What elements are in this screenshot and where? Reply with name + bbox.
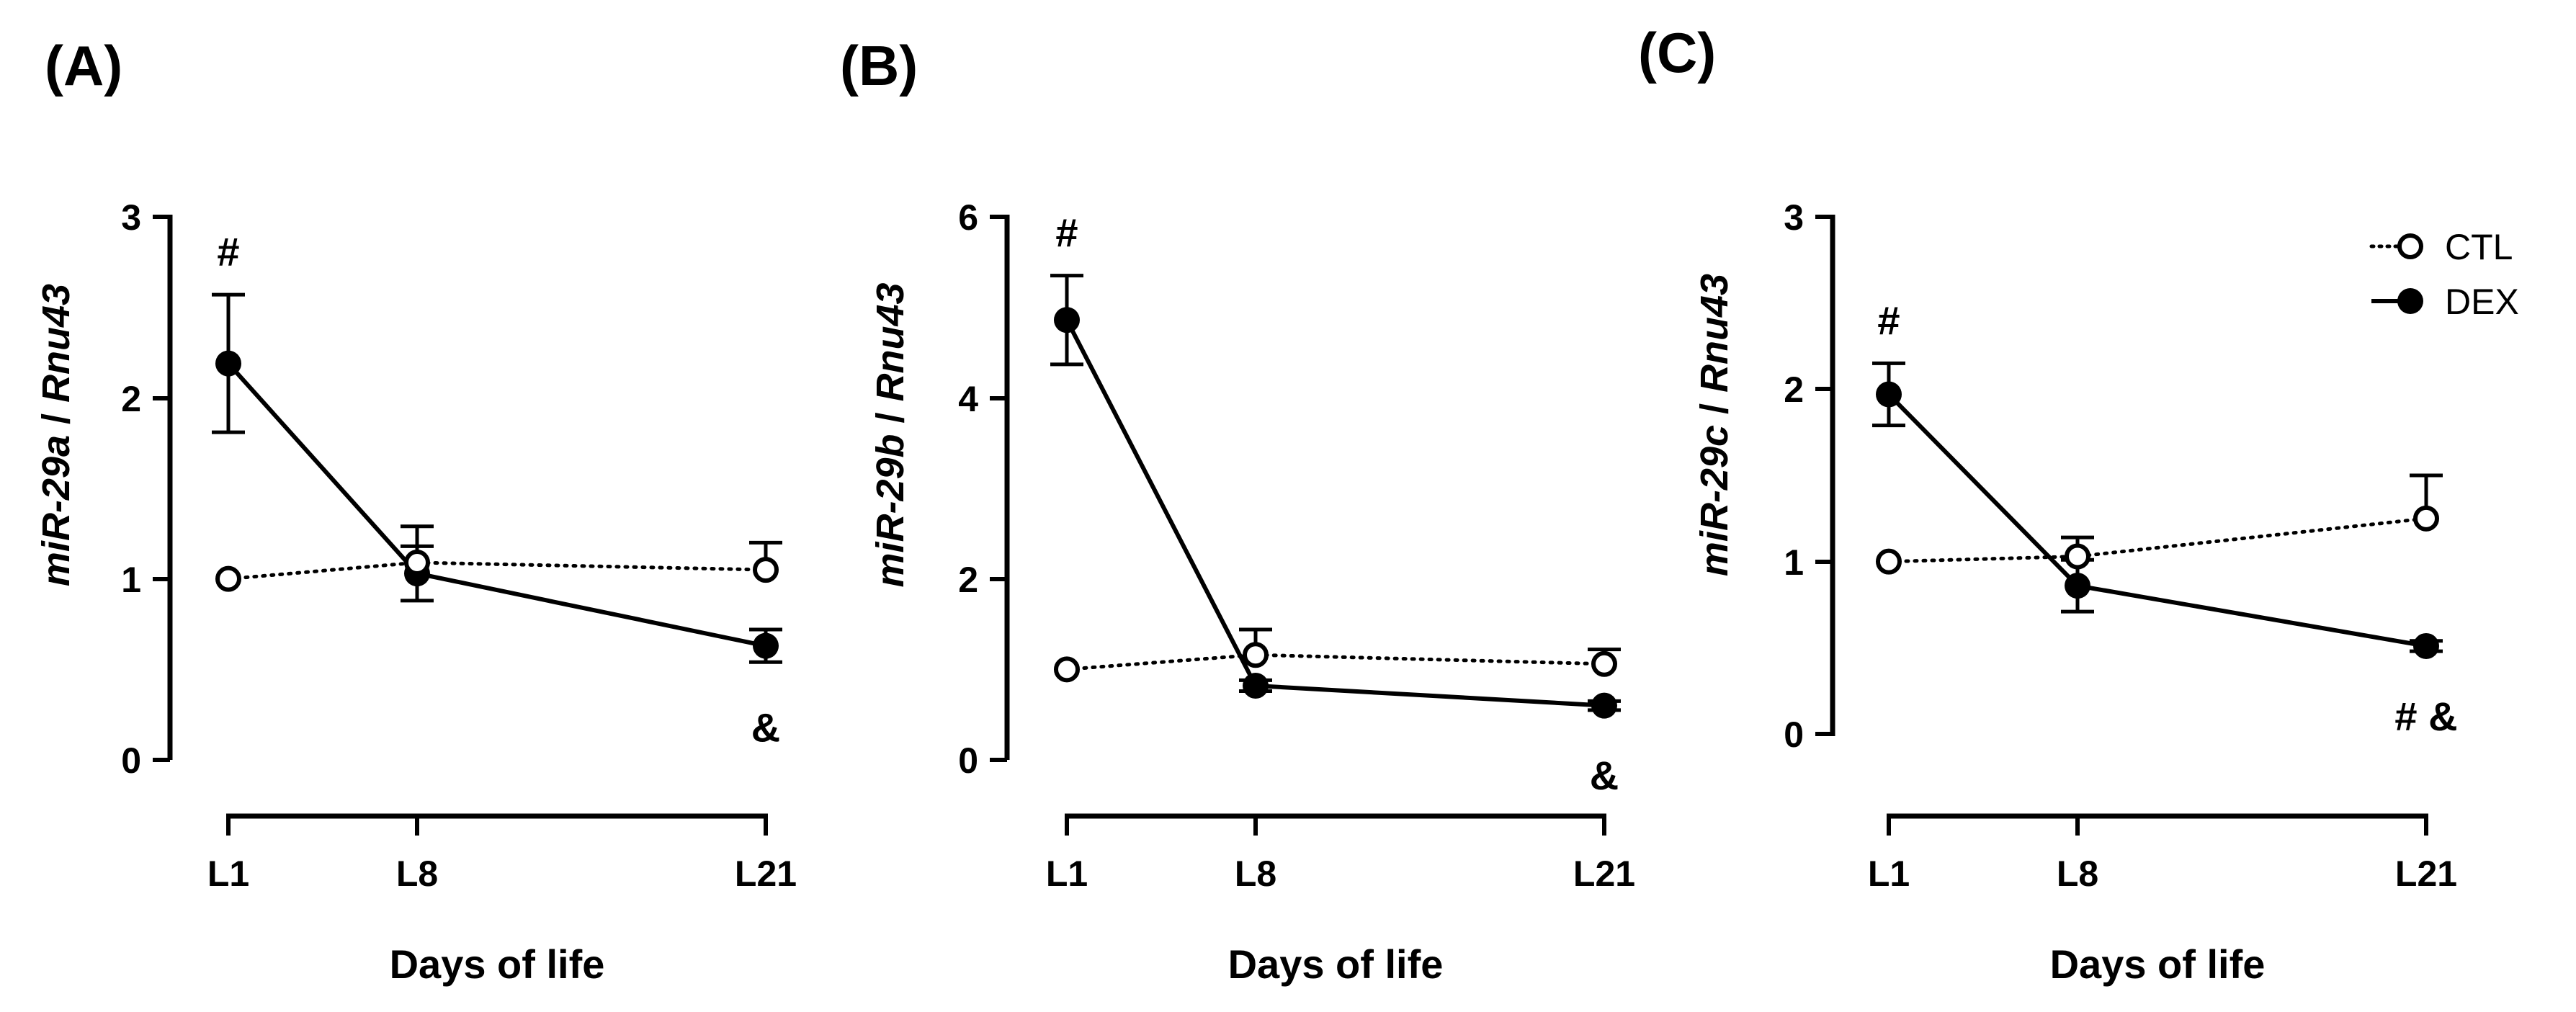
legend-entry-ctl: CTL (2369, 227, 2513, 267)
x-tick-c-l21: L21 (2395, 854, 2457, 894)
y-label-gene-b: miR-29b (869, 434, 912, 588)
x-tick-c-l1: L1 (1868, 854, 1910, 894)
legend-marker-ctl (2397, 233, 2423, 259)
legend-label-ctl: CTL (2445, 227, 2513, 267)
legend-marker-dex (2397, 288, 2423, 314)
dex-point-a-l21 (753, 632, 779, 659)
annotation-a-1: & (751, 704, 780, 750)
y-tick-c-3: 3 (1784, 197, 1804, 238)
x-tick-a-l1: L1 (207, 854, 249, 894)
ctl-point-b-l21 (1591, 650, 1617, 677)
annotation-a-0: # (217, 229, 239, 274)
x-axis-label-b: Days of life (1228, 941, 1444, 987)
y-tick-a-1: 1 (121, 560, 141, 600)
dex-point-c-l8 (2065, 573, 2090, 599)
x-tick-b-l1: L1 (1046, 854, 1088, 894)
dex-point-b-l1 (1054, 307, 1080, 333)
legend-entry-dex: DEX (2371, 282, 2519, 322)
ctl-line-b (1065, 653, 1606, 671)
y-tick-c-0: 0 (1784, 715, 1804, 755)
x-tick-b-l8: L8 (1235, 854, 1276, 894)
plot-b: #& (1050, 210, 1621, 798)
y-label-ref-b: Rnu43 (869, 282, 912, 401)
legend-label-dex: DEX (2445, 282, 2519, 322)
panel-c: (C) miR-29c / Rnu43 3 2 1 0 L1 L8 L21 Da… (1638, 21, 2519, 987)
panel-label-b: (B) (840, 34, 918, 97)
ctl-point-a-l8 (404, 550, 430, 576)
x-axis-label-c: Days of life (2050, 941, 2266, 987)
y-tick-a-3: 3 (121, 197, 141, 238)
x-tick-c-l8: L8 (2057, 854, 2098, 894)
ctl-point-c-l21 (2413, 505, 2439, 532)
y-label-gene-a: miR-29a (35, 435, 78, 586)
dex-point-c-l1 (1876, 381, 1902, 408)
dex-line-b (1065, 318, 1605, 708)
dex-point-a-l1 (215, 350, 241, 377)
x-tick-b-l21: L21 (1573, 854, 1635, 894)
y-tick-a-2: 2 (121, 379, 141, 419)
annotation-c-0: # (1877, 297, 1900, 343)
dex-line-c (1887, 393, 2427, 648)
legend: CTL DEX (2369, 227, 2519, 322)
ctl-line-a (226, 560, 768, 581)
y-tick-c-1: 1 (1784, 542, 1804, 583)
x-axis-label-a: Days of life (390, 941, 605, 987)
ctl-point-b-l8 (1243, 642, 1269, 668)
annotation-b-0: # (1055, 210, 1078, 256)
panel-label-c: (C) (1638, 21, 1716, 84)
x-axis-a: L1 L8 L21 Days of life (207, 813, 797, 987)
panel-label-a: (A) (45, 34, 122, 97)
y-axis-label-b: miR-29b / Rnu43 (869, 282, 912, 587)
ctl-line-c (1887, 516, 2428, 564)
x-axis-c: L1 L8 L21 Days of life (1868, 813, 2457, 987)
y-axis-b: 6 4 2 0 (958, 197, 1010, 781)
dex-point-c-l21 (2413, 632, 2439, 659)
y-label-ref-a: Rnu43 (35, 284, 78, 403)
y-axis-label-a: miR-29a / Rnu43 (35, 284, 78, 586)
annotation-b-1: & (1590, 753, 1619, 798)
y-tick-c-2: 2 (1784, 370, 1804, 410)
y-label-gene-c: miR-29c (1693, 425, 1736, 576)
plot-a: #& (212, 229, 782, 750)
x-tick-a-l21: L21 (735, 854, 797, 894)
plot-c: # # & (1872, 297, 2458, 739)
annotation-c-1: # & (2394, 694, 2457, 739)
ctl-point-b-l1 (1054, 656, 1080, 683)
panel-b: (B) miR-29b / Rnu43 6 4 2 0 L1 L8 L21 Da… (840, 34, 1635, 987)
y-tick-b-6: 6 (958, 197, 978, 238)
y-tick-a-0: 0 (121, 740, 141, 781)
y-axis-c: 3 2 1 0 (1784, 197, 1835, 755)
y-tick-b-4: 4 (958, 379, 978, 419)
dex-line-a (226, 362, 766, 648)
y-axis-label-c: miR-29c / Rnu43 (1693, 274, 1736, 576)
panel-a: (A) miR-29a / Rnu43 3 2 1 0 L1 L8 L21 Da… (35, 34, 797, 987)
x-axis-b: L1 L8 L21 Days of life (1046, 813, 1635, 987)
ctl-point-c-l1 (1876, 548, 1902, 575)
ctl-point-a-l1 (215, 565, 241, 592)
dex-point-b-l8 (1243, 672, 1269, 699)
y-label-ref-c: Rnu43 (1693, 274, 1736, 393)
y-tick-b-0: 0 (958, 740, 978, 781)
x-tick-a-l8: L8 (396, 854, 438, 894)
ctl-point-a-l21 (753, 557, 779, 583)
y-axis-a: 3 2 1 0 (121, 197, 173, 781)
y-tick-b-2: 2 (958, 560, 978, 600)
ctl-point-c-l8 (2065, 543, 2090, 570)
dex-point-b-l21 (1591, 692, 1617, 719)
